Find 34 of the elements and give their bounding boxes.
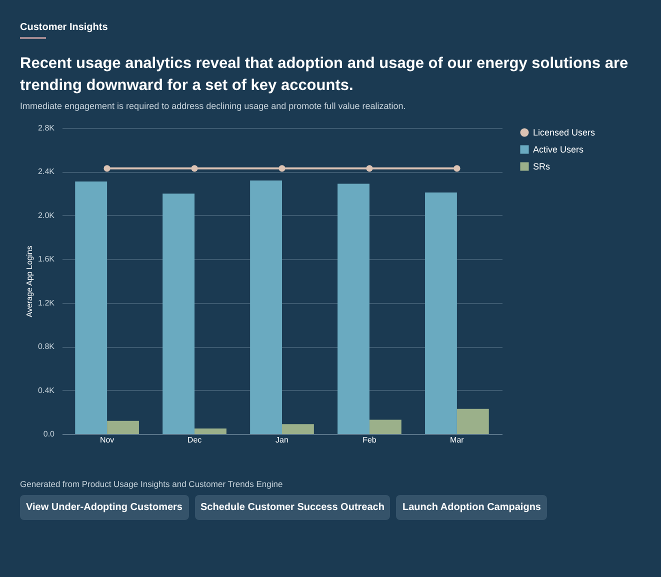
text: Schedule Customer Success Outreach (194, 495, 390, 520)
y-tick-label: 0.0 (43, 430, 56, 438)
bar (250, 180, 282, 434)
y-tick-label: 1.6K (38, 254, 56, 264)
text: View Under-Adopting Customers (20, 495, 188, 520)
y-tick-label: 2.0K (38, 210, 56, 220)
bar (425, 192, 457, 434)
legend-label: Licensed Users (533, 128, 596, 138)
text: Launch Adoption Campaigns (396, 495, 547, 520)
x-tick-label: Nov (100, 436, 114, 444)
y-tick-label: 2.4K (38, 167, 56, 176)
y-tick-label: 0.4K (38, 386, 56, 395)
bar (162, 194, 195, 434)
x-tick-label: Mar (450, 436, 464, 444)
x-tick-label: Dec (187, 436, 202, 444)
bar (338, 184, 370, 434)
bar (282, 424, 314, 434)
legend-label: SRs (533, 162, 550, 172)
x-tick-label: Jan (276, 436, 288, 444)
text: Generated from Product Usage Insights and Customer Trends Engine (20, 479, 284, 489)
bar (75, 182, 108, 434)
text: Customer Insights (20, 22, 109, 33)
chart-title: Recent usage analytics reveal that adoption and usage of our energy solutions are trending downward for a set of key accounts. (20, 54, 630, 96)
y-tick-label: 0.8K (38, 342, 56, 352)
bar (369, 420, 402, 434)
legend-label: Active Users (533, 144, 584, 154)
y-tick-label: 2.8K (38, 124, 56, 132)
x-tick-label: Feb (362, 436, 377, 444)
chart-subtitle: Immediate engagement is required to address declining usage and promote full value realization. (20, 101, 407, 111)
bar (107, 420, 139, 434)
bar (194, 428, 226, 434)
y-axis-title: Average App Logins (25, 246, 34, 318)
y-tick-label: 1.2K (38, 298, 56, 308)
bar (456, 408, 489, 434)
